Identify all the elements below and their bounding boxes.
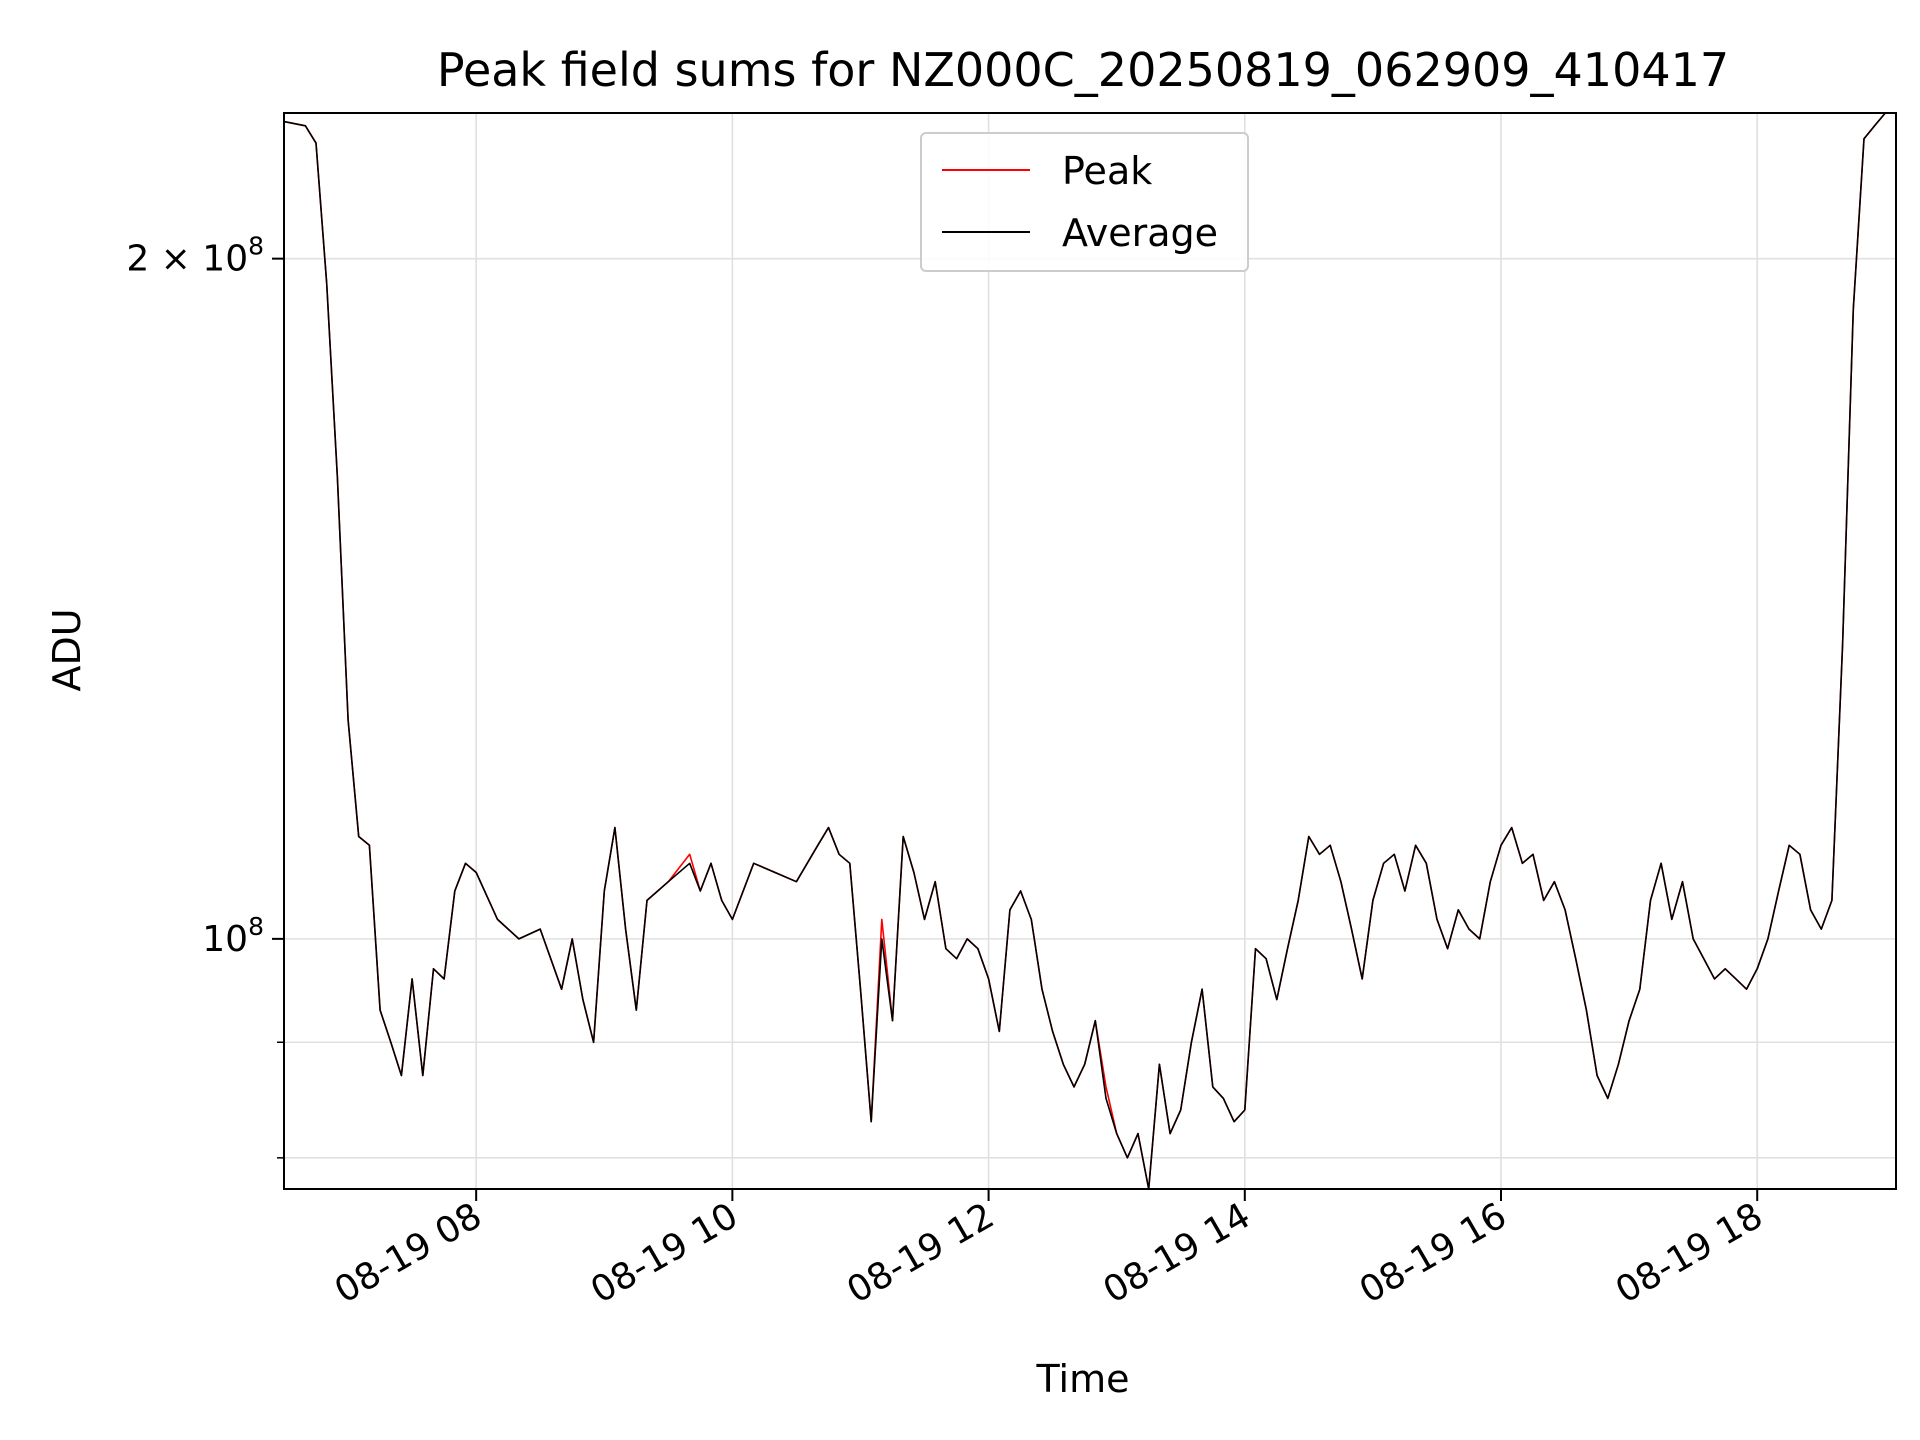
chart-title: Peak field sums for NZ000C_20250819_0629… <box>437 43 1729 97</box>
y-axis-label: ADU <box>45 608 89 691</box>
y-tick-label: 2 × 108 <box>126 232 264 280</box>
legend-label-average: Average <box>1062 211 1218 255</box>
legend: Peak Average <box>920 132 1249 272</box>
x-axis-label: Time <box>1036 1357 1130 1401</box>
series-layer <box>284 113 1886 1189</box>
plot-frame <box>283 112 1897 1190</box>
y-tick-label: 108 <box>202 912 264 960</box>
y-axis: 108 2 × 108 <box>126 232 284 1159</box>
legend-label-peak: Peak <box>1062 149 1152 193</box>
legend-box <box>920 132 1249 272</box>
series-line-average <box>284 113 1886 1189</box>
